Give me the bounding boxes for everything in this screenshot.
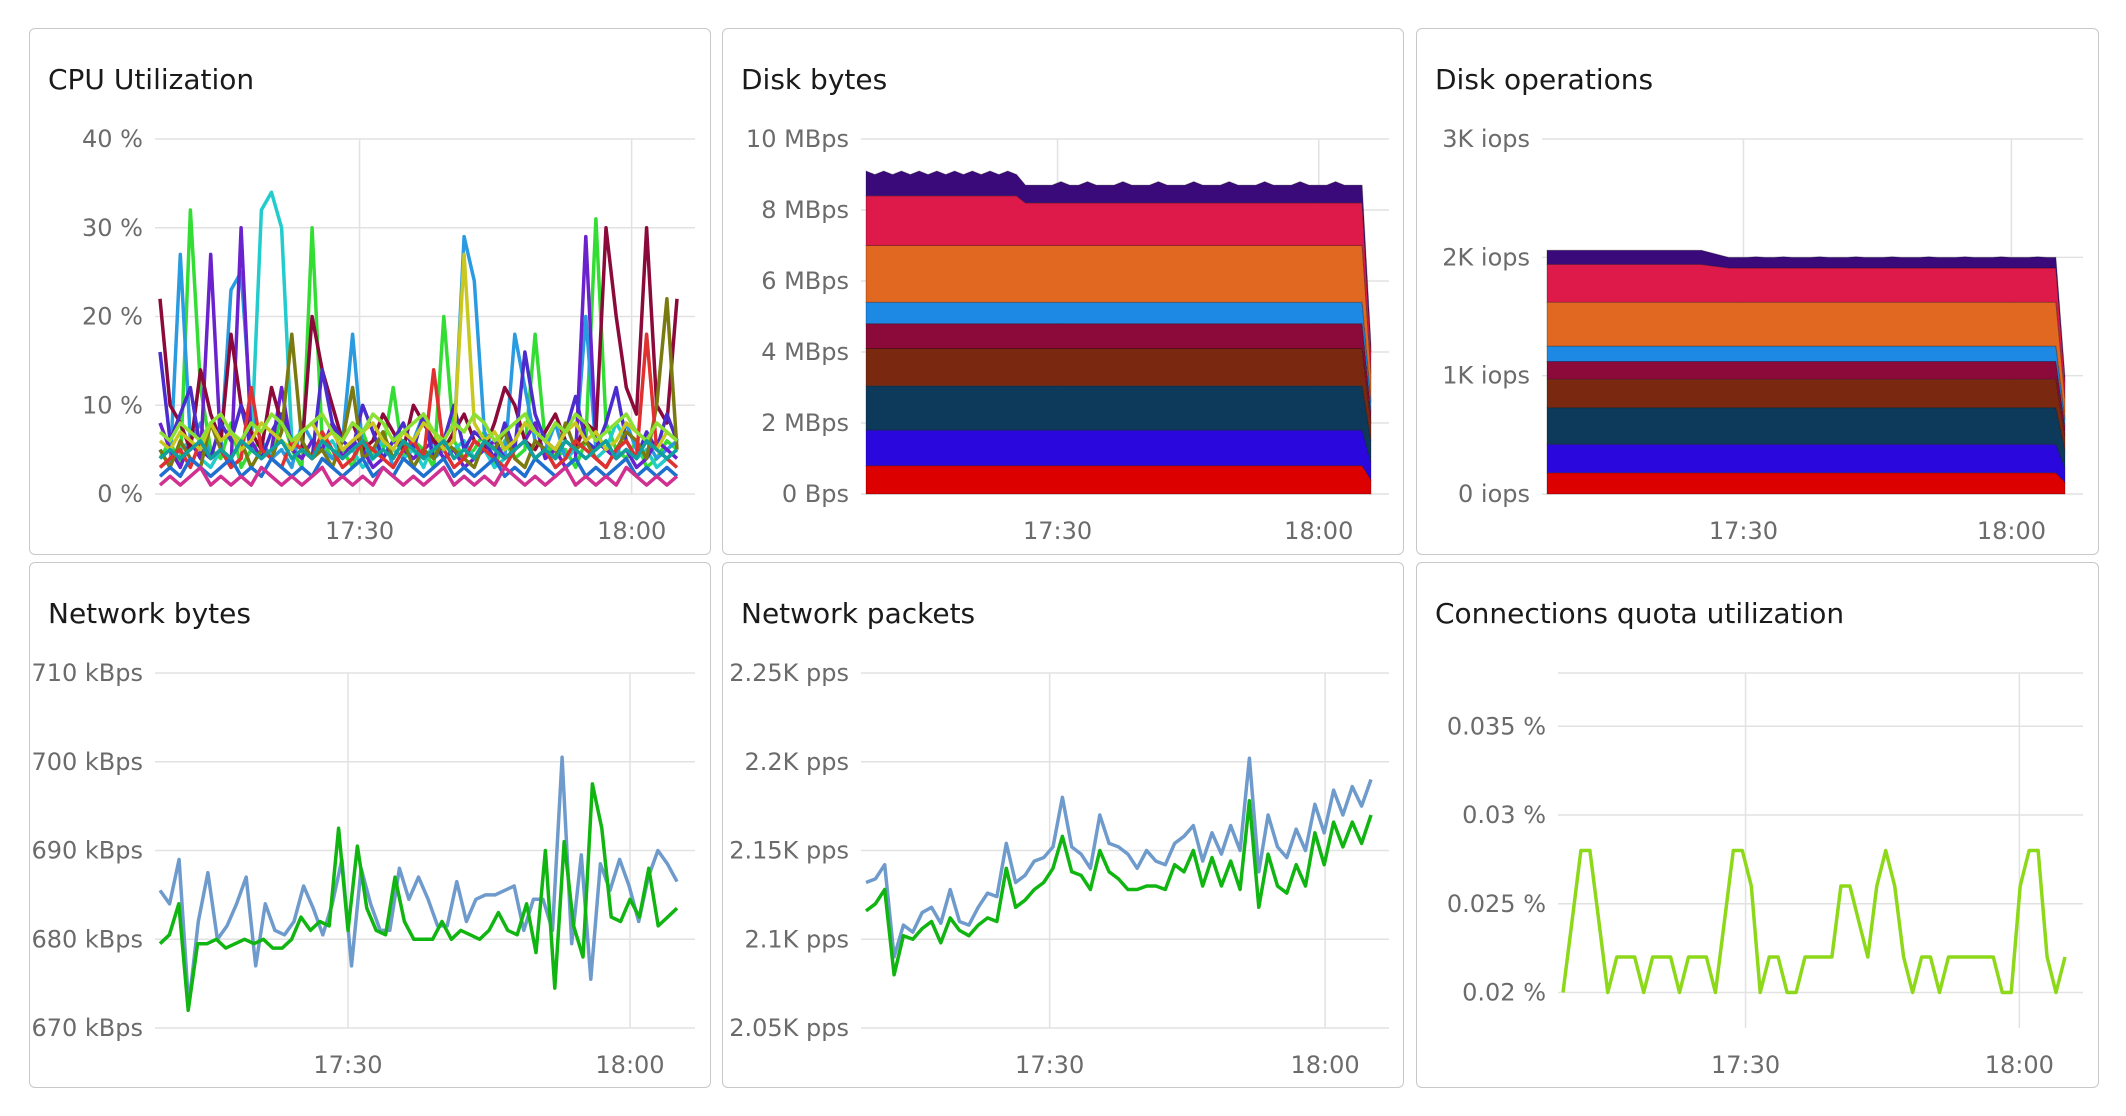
panel-title: Connections quota utilization (1435, 597, 1845, 630)
y-tick-label: 710 kBps (31, 659, 143, 687)
line-series-0[interactable] (865, 756, 1373, 959)
panel-disk-operations[interactable]: Disk operations 0 iops 1K iops 2K iops 3K i… (1416, 28, 2099, 555)
y-tick-label: 6 MBps (761, 267, 849, 295)
x-tick-label: 17:30 (1709, 517, 1778, 545)
x-tick-label: 17:30 (313, 1051, 382, 1079)
panel-cpu-utilization[interactable]: CPU Utilization 0 % 10 % 20 % 30 % 40 % 17:30… (29, 28, 711, 555)
panel-connections-quota-utilization[interactable]: Connections quota utilization 0.02 % 0.02… (1416, 562, 2099, 1088)
series-group (1561, 848, 2067, 995)
area-series-2[interactable] (1546, 407, 2066, 469)
series-group (864, 756, 1373, 977)
panel-network-bytes[interactable]: Network bytes 670 kBps 680 kBps 690 kBps 70… (29, 562, 711, 1088)
panel-network-packets[interactable]: Network packets 2.05K pps 2.1K pps 2.15K p… (722, 562, 1404, 1088)
x-tick-label: 17:30 (1023, 517, 1092, 545)
line-series-1[interactable] (864, 799, 1373, 977)
x-tick-label: 18:00 (597, 517, 666, 545)
y-tick-label: 2 MBps (761, 409, 849, 437)
y-tick-label: 20 % (82, 303, 143, 331)
y-tick-label: 2K iops (1442, 243, 1530, 271)
network-bytes-chart[interactable]: 670 kBps 680 kBps 690 kBps 700 kBps 710 kBps… (30, 563, 712, 1089)
y-tick-label: 0 iops (1458, 480, 1530, 508)
x-tick-label: 18:00 (1985, 1051, 2054, 1079)
y-tick-label: 2.1K pps (744, 925, 849, 953)
x-tick-label: 17:30 (325, 517, 394, 545)
y-tick-label: 40 % (82, 125, 143, 153)
connections-quota-chart[interactable]: 0.02 % 0.025 % 0.03 % 0.035 % 17:30 18:00 (1417, 563, 2100, 1089)
y-tick-label: 0 Bps (782, 480, 849, 508)
area-series-8[interactable] (1546, 249, 2066, 382)
y-tick-label: 0.03 % (1462, 801, 1546, 829)
x-tick-label: 17:30 (1015, 1051, 1084, 1079)
y-tick-label: 0.025 % (1447, 890, 1546, 918)
y-tick-label: 2.15K pps (729, 837, 849, 865)
x-tick-label: 17:30 (1711, 1051, 1780, 1079)
panel-title: Network packets (741, 597, 976, 630)
y-tick-label: 0.035 % (1447, 712, 1546, 740)
network-packets-chart[interactable]: 2.05K pps 2.1K pps 2.15K pps 2.2K pps 2.25K … (723, 563, 1405, 1089)
y-tick-label: 30 % (82, 214, 143, 242)
y-tick-label: 0 % (97, 480, 143, 508)
y-tick-label: 670 kBps (31, 1014, 143, 1042)
y-tick-label: 8 MBps (761, 196, 849, 224)
y-tick-label: 0.02 % (1462, 979, 1546, 1007)
series-group (158, 755, 679, 1013)
cpu-utilization-chart[interactable]: 0 % 10 % 20 % 30 % 40 % 17:30 18:00 (30, 29, 712, 556)
y-tick-label: 2.05K pps (729, 1014, 849, 1042)
x-tick-label: 18:00 (1977, 517, 2046, 545)
panel-title: Disk bytes (741, 63, 888, 96)
y-tick-label: 3K iops (1442, 125, 1530, 153)
y-tick-label: 10 MBps (746, 125, 849, 153)
line-series-9[interactable] (158, 456, 679, 479)
series-group (158, 190, 679, 487)
panel-title: Disk operations (1435, 63, 1654, 96)
x-tick-label: 18:00 (595, 1051, 664, 1079)
y-tick-label: 700 kBps (31, 748, 143, 776)
y-tick-label: 2.2K pps (744, 748, 849, 776)
y-tick-label: 680 kBps (31, 925, 143, 953)
disk-operations-chart[interactable]: 0 iops 1K iops 2K iops 3K iops 17:30 18:00 (1417, 29, 2100, 556)
line-series-11[interactable] (158, 439, 679, 461)
panel-title: CPU Utilization (48, 63, 255, 96)
line-series-12[interactable] (158, 465, 679, 487)
area-series-3[interactable] (1546, 378, 2066, 451)
y-tick-label: 2.25K pps (729, 659, 849, 687)
y-tick-label: 690 kBps (31, 837, 143, 865)
area-series-8[interactable] (865, 170, 1372, 353)
series-group (865, 170, 1372, 495)
line-series-6[interactable] (158, 297, 679, 470)
area-series-4[interactable] (1546, 360, 2066, 437)
line-series-1[interactable] (158, 782, 679, 1013)
series-group (1546, 249, 2066, 495)
panel-disk-bytes[interactable]: Disk bytes 0 Bps 2 MBps 4 MBps 6 MBps 8 MBps… (722, 28, 1404, 555)
panel-title: Network bytes (48, 597, 251, 630)
area-series-0[interactable] (1546, 472, 2066, 495)
y-tick-label: 10 % (82, 391, 143, 419)
x-tick-label: 18:00 (1284, 517, 1353, 545)
line-series-0[interactable] (158, 755, 679, 1008)
line-series-0[interactable] (1561, 848, 2067, 995)
area-series-0[interactable] (865, 465, 1372, 495)
y-tick-label: 1K iops (1442, 362, 1530, 390)
line-series-10[interactable] (158, 412, 679, 443)
x-tick-label: 18:00 (1291, 1051, 1360, 1079)
y-tick-label: 4 MBps (761, 338, 849, 366)
disk-bytes-chart[interactable]: 0 Bps 2 MBps 4 MBps 6 MBps 8 MBps 10 MBps 17:3… (723, 29, 1405, 556)
